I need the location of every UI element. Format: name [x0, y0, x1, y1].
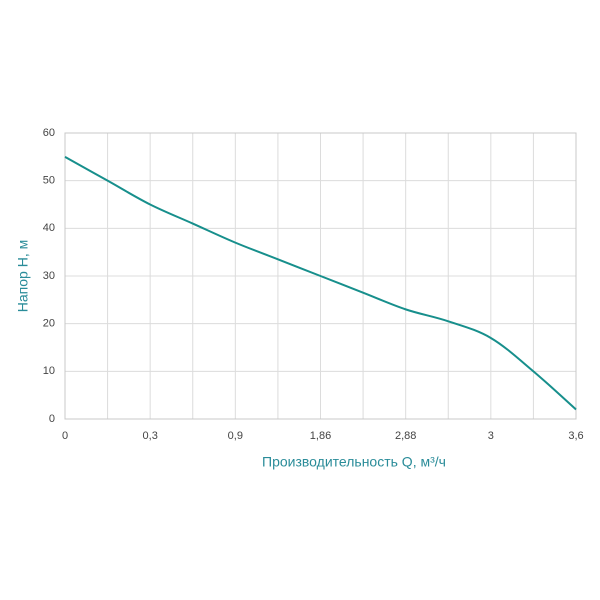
y-tick-label: 20 [43, 318, 55, 330]
y-tick-label: 30 [43, 270, 55, 282]
x-tick-label: 1,86 [310, 430, 331, 442]
x-tick-label: 3 [488, 430, 494, 442]
y-tick-label: 10 [43, 365, 55, 377]
x-tick-label: 2,88 [395, 430, 416, 442]
x-tick-label: 3,6 [568, 430, 583, 442]
x-axis-title: Производительность Q, м³/ч [262, 454, 446, 470]
x-tick-label: 0 [62, 430, 68, 442]
y-tick-label: 0 [49, 413, 55, 425]
y-tick-label: 50 [43, 175, 55, 187]
y-axis-title: Напор H, м [15, 240, 31, 312]
y-tick-label: 40 [43, 222, 55, 234]
x-tick-label: 0,9 [228, 430, 243, 442]
y-tick-label: 60 [43, 127, 55, 139]
x-tick-label: 0,3 [143, 430, 158, 442]
plot-frame [64, 132, 577, 420]
line-series [64, 155, 577, 411]
